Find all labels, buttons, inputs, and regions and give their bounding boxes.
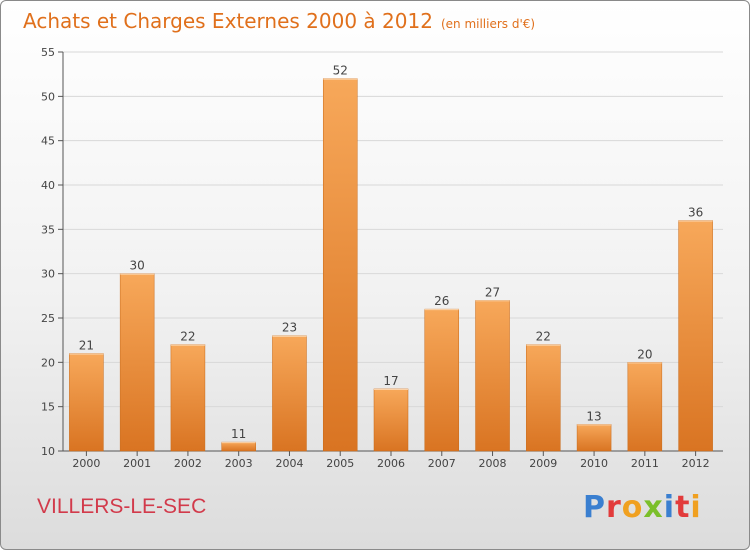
bar-2002 (170, 344, 206, 452)
data-label: 22 (180, 330, 195, 344)
data-label: 13 (586, 409, 601, 423)
y-tick-label: 25 (41, 312, 55, 325)
y-tick-label: 20 (41, 356, 55, 369)
data-label: 23 (282, 321, 297, 335)
place-name: VILLERS-LE-SEC (37, 495, 207, 518)
x-tick-label: 2005 (326, 457, 354, 470)
bar-2012 (678, 220, 713, 452)
bar-2001 (119, 273, 155, 452)
y-tick-label: 45 (41, 135, 55, 148)
logo-letter: o (621, 490, 644, 525)
x-tick-labels: 2000 2001 2002 2003 2004 2005 2006 2007 2008 2009… (72, 457, 709, 470)
logo-letter: i (690, 490, 702, 525)
x-tick-label: 2010 (580, 457, 608, 470)
y-tick-label: 15 (41, 401, 55, 414)
data-label: 27 (485, 285, 500, 299)
data-label: 17 (383, 374, 398, 388)
chart-unit: (en milliers d'€) (440, 17, 536, 31)
x-tick-label: 2002 (174, 457, 202, 470)
data-label: 22 (536, 330, 551, 344)
bar-2010 (576, 424, 612, 452)
data-label: 26 (434, 294, 449, 308)
bar-2007 (424, 308, 460, 452)
bar-2005 (322, 78, 358, 452)
x-tick-label: 2007 (428, 457, 456, 470)
x-tick-label: 2009 (529, 457, 557, 470)
x-tick-label: 2011 (631, 457, 659, 470)
y-tick-label: 40 (41, 179, 55, 192)
logo-letter: r (606, 490, 622, 525)
data-label: 30 (130, 259, 145, 273)
data-label: 52 (333, 64, 348, 78)
x-tick-label: 2012 (682, 457, 710, 470)
y-tick-label: 50 (41, 90, 55, 103)
chart-title: Achats et Charges Externes 2000 à 2012 (e… (23, 9, 535, 33)
bar-2003 (221, 441, 256, 452)
data-labels: 21 30 22 11 23 52 17 26 27 22 13 20 36 (79, 64, 704, 442)
proxiti-logo: Proxiti (583, 490, 702, 525)
bar-2006 (373, 388, 409, 452)
data-label: 20 (637, 347, 652, 361)
logo-letter: t (675, 490, 691, 525)
x-tick-label: 2001 (123, 457, 151, 470)
x-tick-label: 2003 (225, 457, 253, 470)
data-label: 21 (79, 338, 94, 352)
x-tick-label: 2008 (479, 457, 507, 470)
y-tick-label: 30 (41, 268, 55, 281)
y-tick-label: 55 (41, 46, 55, 59)
logo-letter: x (643, 490, 664, 525)
y-tick-label: 10 (41, 445, 55, 458)
logo-letter: P (583, 490, 606, 525)
bars (69, 78, 713, 452)
x-tick-label: 2004 (275, 457, 303, 470)
y-tick-labels: 10 15 20 25 30 35 40 45 50 55 (41, 46, 55, 458)
data-label: 11 (231, 427, 246, 441)
bar-2000 (69, 353, 104, 452)
data-label: 36 (688, 205, 703, 219)
bar-2009 (526, 344, 561, 452)
bar-2004 (272, 335, 307, 452)
bar-2011 (627, 362, 663, 452)
logo-letter: i (663, 490, 676, 525)
y-tick-label: 35 (41, 223, 55, 236)
x-tick-label: 2006 (377, 457, 405, 470)
bar-2008 (475, 300, 510, 452)
chart-title-text: Achats et Charges Externes 2000 à 2012 (23, 9, 433, 33)
x-tick-label: 2000 (72, 457, 100, 470)
